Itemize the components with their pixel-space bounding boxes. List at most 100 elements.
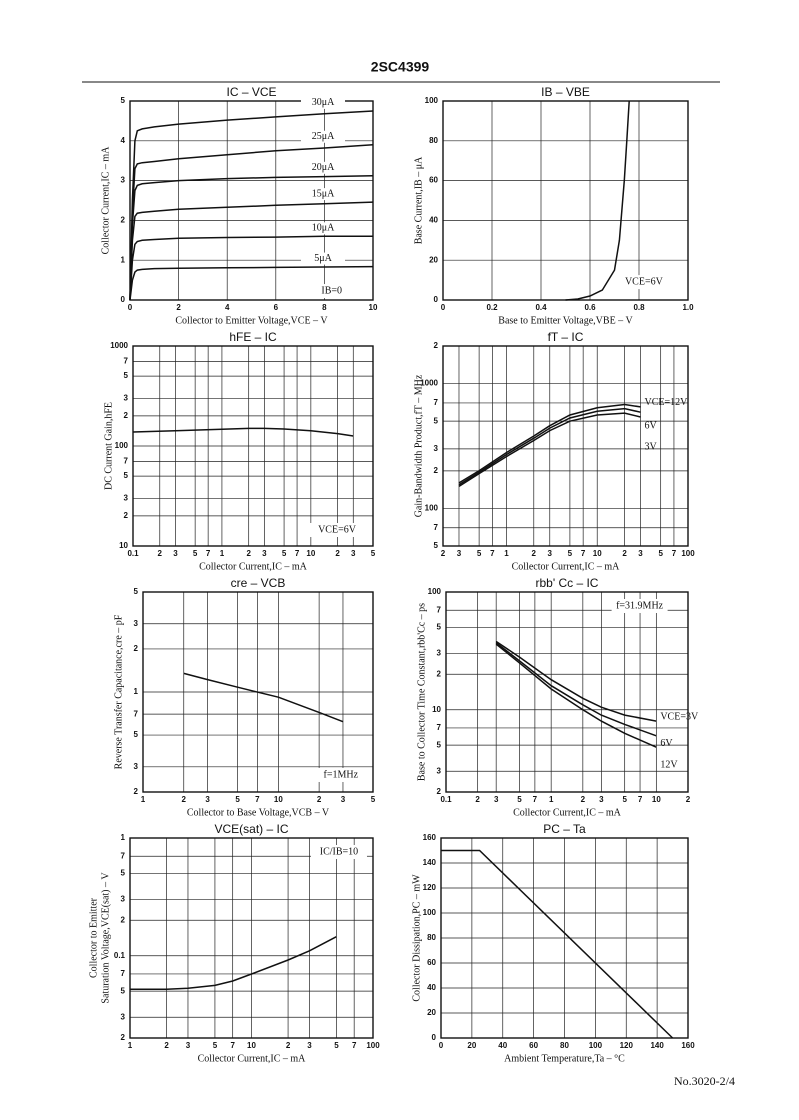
y-axis-label: Collector Dissipation,PC – mW <box>411 874 422 1002</box>
y-tick-label: 3 <box>124 493 129 502</box>
y-tick-label: 20 <box>427 1008 436 1017</box>
series-line <box>129 201 374 301</box>
series-line <box>441 849 674 1039</box>
chart-title: rbb' Cc – IC <box>536 576 599 590</box>
x-tick-label: 3 <box>307 1041 312 1050</box>
series-label: 15μA <box>312 188 335 199</box>
header: 2SC4399 <box>371 59 430 75</box>
x-tick-label: 1 <box>141 795 146 804</box>
x-tick-label: 10 <box>593 549 602 558</box>
x-tick-label: 120 <box>620 1041 634 1050</box>
chart-title: PC – Ta <box>543 822 586 836</box>
series-label: 3V <box>645 441 658 452</box>
x-tick-label: 0 <box>439 1041 444 1050</box>
y-tick-label: 100 <box>423 908 437 917</box>
y-tick-label: 5 <box>121 96 126 105</box>
x-tick-label: 2 <box>335 549 340 558</box>
series-line <box>458 403 641 484</box>
y-tick-label: 5 <box>434 416 439 425</box>
y-tick-label: 5 <box>121 869 126 878</box>
chart-title: IC – VCE <box>226 85 276 99</box>
x-tick-label: 7 <box>490 549 495 558</box>
y-tick-label: 2 <box>134 787 139 796</box>
annotation-bg <box>611 599 668 613</box>
x-tick-label: 5 <box>282 549 287 558</box>
y-tick-label: 2 <box>434 341 439 350</box>
series-label: VCE=3V <box>660 711 699 722</box>
x-tick-label: 7 <box>255 795 260 804</box>
x-tick-label: 1 <box>549 795 554 804</box>
y-tick-label: 0 <box>434 295 439 304</box>
series-label: VCE=12V <box>645 397 689 408</box>
y-tick-label: 7 <box>437 605 442 614</box>
x-tick-label: 2 <box>317 795 322 804</box>
y-tick-label: 2 <box>437 669 442 678</box>
y-tick-label: 7 <box>124 457 129 466</box>
x-tick-label: 100 <box>681 549 695 558</box>
series-label: 6V <box>660 738 673 749</box>
x-tick-label: 0.8 <box>633 303 645 312</box>
y-tick-label: 7 <box>434 398 439 407</box>
x-tick-label: 5 <box>371 795 376 804</box>
series-line <box>129 265 374 301</box>
series-line <box>495 642 657 737</box>
y-tick-label: 3 <box>134 762 139 771</box>
x-tick-label: 40 <box>498 1041 507 1050</box>
x-tick-label: 5 <box>517 795 522 804</box>
y-tick-label: 7 <box>124 357 129 366</box>
label-bg <box>301 252 345 265</box>
y-tick-label: 1 <box>134 687 139 696</box>
label-bg <box>301 96 345 109</box>
label-bg <box>301 130 345 143</box>
x-tick-label: 10 <box>274 795 283 804</box>
y-tick-label: 3 <box>134 619 139 628</box>
y-tick-label: 40 <box>427 983 436 992</box>
x-tick-label: 5 <box>622 795 627 804</box>
x-tick-label: 3 <box>494 795 499 804</box>
y-tick-label: 5 <box>124 471 129 480</box>
chart-title: cre – VCB <box>231 576 286 590</box>
x-tick-label: 0.1 <box>440 795 452 804</box>
y-tick-label: 4 <box>121 136 126 145</box>
x-tick-label: 8 <box>322 303 327 312</box>
chart-title: VCE(sat) – IC <box>214 822 288 836</box>
plot-frame <box>129 837 374 1039</box>
y-tick-label: 2 <box>437 787 442 796</box>
annotation-bg <box>303 284 360 299</box>
x-tick-label: 2 <box>286 1041 291 1050</box>
x-tick-label: 3 <box>341 795 346 804</box>
plot-frame <box>129 100 374 301</box>
series-label: 20μA <box>312 162 335 173</box>
x-tick-label: 0 <box>128 303 133 312</box>
series-line <box>129 235 373 301</box>
y-tick-label: 100 <box>115 441 129 450</box>
plot-frame <box>440 837 689 1039</box>
x-axis-label: Collector Current,IC – mA <box>513 807 622 818</box>
x-tick-label: 0 <box>441 303 446 312</box>
y-tick-label: 1 <box>121 255 126 264</box>
y-tick-label: 60 <box>427 958 436 967</box>
x-tick-label: 10 <box>306 549 315 558</box>
y-tick-label: 2 <box>121 915 126 924</box>
series-label: 25μA <box>312 131 335 142</box>
y-tick-label: 20 <box>429 255 438 264</box>
x-tick-label: 3 <box>205 795 210 804</box>
x-tick-label: 5 <box>235 795 240 804</box>
annotation-bg <box>615 275 672 290</box>
x-tick-label: 10 <box>652 795 661 804</box>
y-tick-label: 7 <box>434 523 439 532</box>
y-tick-label: 7 <box>121 851 126 860</box>
x-tick-label: 5 <box>193 549 198 558</box>
x-tick-label: 7 <box>581 549 586 558</box>
y-tick-label: 5 <box>134 587 139 596</box>
series-line <box>129 175 374 301</box>
y-tick-label: 3 <box>437 766 442 775</box>
y-axis-label: Base to Collector Time Constant,rbb'Cc –… <box>416 603 427 781</box>
y-tick-label: 7 <box>134 709 139 718</box>
y-tick-label: 3 <box>437 649 442 658</box>
y-tick-label: 3 <box>434 444 439 453</box>
y-tick-label: 3 <box>121 1012 126 1021</box>
chart-title: hFE – IC <box>229 330 277 344</box>
x-tick-label: 7 <box>206 549 211 558</box>
x-tick-label: 0.4 <box>535 303 547 312</box>
